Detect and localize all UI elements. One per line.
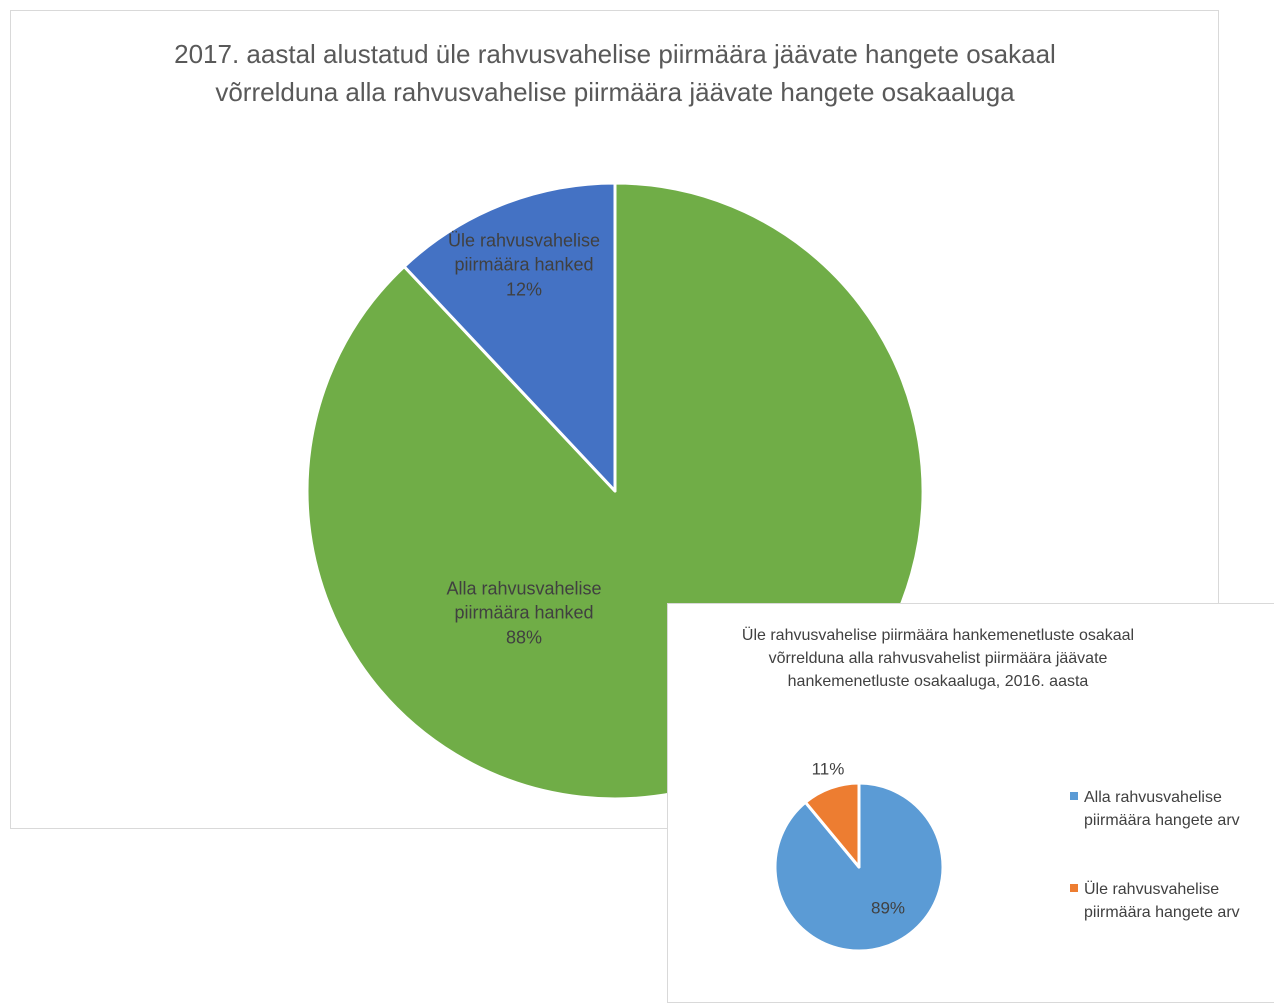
pie-plot — [773, 781, 945, 953]
pie-slice — [803, 781, 861, 869]
chart-frame: Üle rahvusvahelise piirmäära hankemenetl… — [667, 603, 1274, 1003]
data-label: Alla rahvusvahelise piirmäära hanked 88% — [424, 577, 624, 650]
data-label-value: 12% — [505, 279, 543, 300]
legend-swatch — [1070, 884, 1078, 892]
legend-entry: Alla rahvusvahelise piirmäära hangete ar… — [1070, 786, 1260, 832]
legend-label: Üle rahvusvahelise piirmäära hangete arv — [1084, 881, 1240, 922]
data-label: 11% — [812, 759, 845, 782]
legend-swatch — [1070, 792, 1078, 800]
data-label: 89% — [871, 898, 905, 921]
pie-slice — [402, 181, 617, 493]
data-label-value: 89% — [870, 898, 906, 918]
data-label-value: 88% — [505, 627, 543, 648]
chart-title: Üle rahvusvahelise piirmäära hankemenetl… — [741, 627, 1135, 690]
legend-entry: Üle rahvusvahelise piirmäära hangete arv — [1070, 878, 1260, 924]
legend-label: Alla rahvusvahelise piirmäära hangete ar… — [1084, 789, 1240, 830]
data-label: Üle rahvusvahelise piirmäära hanked 12% — [424, 229, 624, 302]
data-label-category: Üle rahvusvahelise piirmäära hanked — [447, 230, 601, 275]
data-label-value: 11% — [811, 759, 845, 779]
data-label-category: Alla rahvusvahelise piirmäära hanked — [446, 578, 602, 623]
chart-title: 2017. aastal alustatud üle rahvusvahelis… — [174, 39, 1056, 107]
